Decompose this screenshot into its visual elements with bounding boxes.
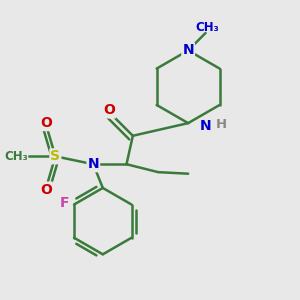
Text: O: O — [40, 182, 52, 197]
Text: N: N — [88, 157, 99, 171]
Text: H: H — [216, 118, 227, 131]
Text: O: O — [103, 103, 115, 118]
Text: N: N — [200, 119, 212, 133]
Text: CH₃: CH₃ — [195, 21, 219, 34]
Text: O: O — [40, 116, 52, 130]
Text: CH₃: CH₃ — [4, 150, 28, 163]
Text: N: N — [182, 44, 194, 57]
Text: F: F — [60, 196, 69, 210]
Text: S: S — [50, 149, 60, 163]
